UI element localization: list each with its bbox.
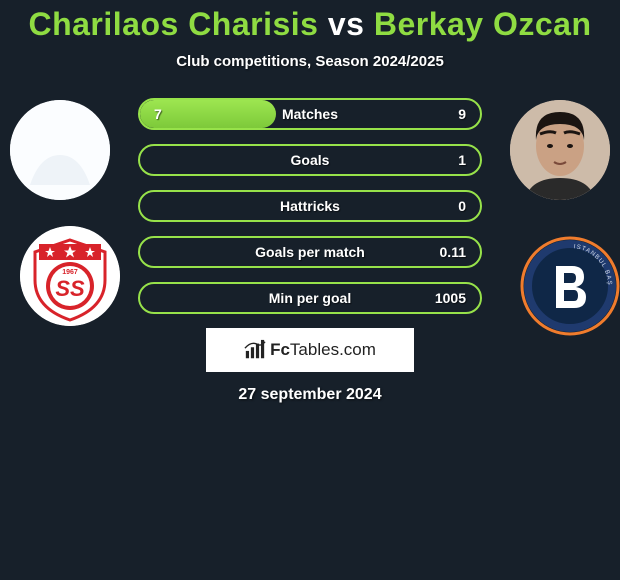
subtitle: Club competitions, Season 2024/2025 [0,53,620,70]
svg-text:1967: 1967 [62,269,78,276]
sivasspor-badge-icon: 1967 SS [20,226,120,326]
brand-suffix: Tables.com [290,340,376,359]
stat-row: Goals per match0.11 [138,236,482,268]
stat-value-right: 0 [458,198,466,214]
basaksehir-badge-icon: ISTANBUL BAŞAKŞEHİR [520,236,620,336]
stat-value-right: 1005 [435,290,466,306]
date-text: 27 september 2024 [0,386,620,404]
player2-name: Berkay Ozcan [374,6,592,42]
stat-value-right: 0.11 [440,244,466,260]
stat-row: Goals1 [138,144,482,176]
avatar-portrait-icon [510,100,610,200]
stat-value-right: 9 [458,106,466,122]
brand-box: FcTables.com [206,328,414,372]
brand-text: FcTables.com [270,340,376,360]
comparison-panel: 1967 SS ISTANBUL BAŞAKŞEHİR Matches79Goa… [0,98,620,404]
player2-avatar [510,100,610,200]
stat-rows: Matches79Goals1Hattricks0Goals per match… [138,98,482,314]
avatar-placeholder-icon [10,100,110,200]
stat-value-left: 7 [154,106,162,122]
player1-name: Charilaos Charisis [28,6,318,42]
player1-avatar [10,100,110,200]
stat-row: Min per goal1005 [138,282,482,314]
brand-prefix: Fc [270,340,290,359]
stat-label: Hattricks [140,198,480,214]
svg-text:SS: SS [55,276,85,301]
stat-row: Hattricks0 [138,190,482,222]
stat-value-right: 1 [458,152,466,168]
stat-label: Goals per match [140,244,480,260]
player1-club-badge: 1967 SS [20,226,120,326]
stat-label: Min per goal [140,290,480,306]
player2-club-badge: ISTANBUL BAŞAKŞEHİR [520,236,620,336]
page-title: Charilaos Charisis vs Berkay Ozcan [0,0,620,43]
vs-text: vs [328,6,365,42]
bar-chart-icon [244,339,266,361]
stat-row: Matches79 [138,98,482,130]
stat-label: Goals [140,152,480,168]
